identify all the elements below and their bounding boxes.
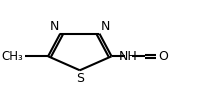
Text: N: N	[100, 20, 110, 33]
Text: CH₃: CH₃	[2, 50, 23, 63]
Text: N: N	[50, 20, 59, 33]
Text: S: S	[76, 72, 84, 84]
Text: NH: NH	[119, 50, 138, 63]
Text: O: O	[158, 50, 168, 63]
